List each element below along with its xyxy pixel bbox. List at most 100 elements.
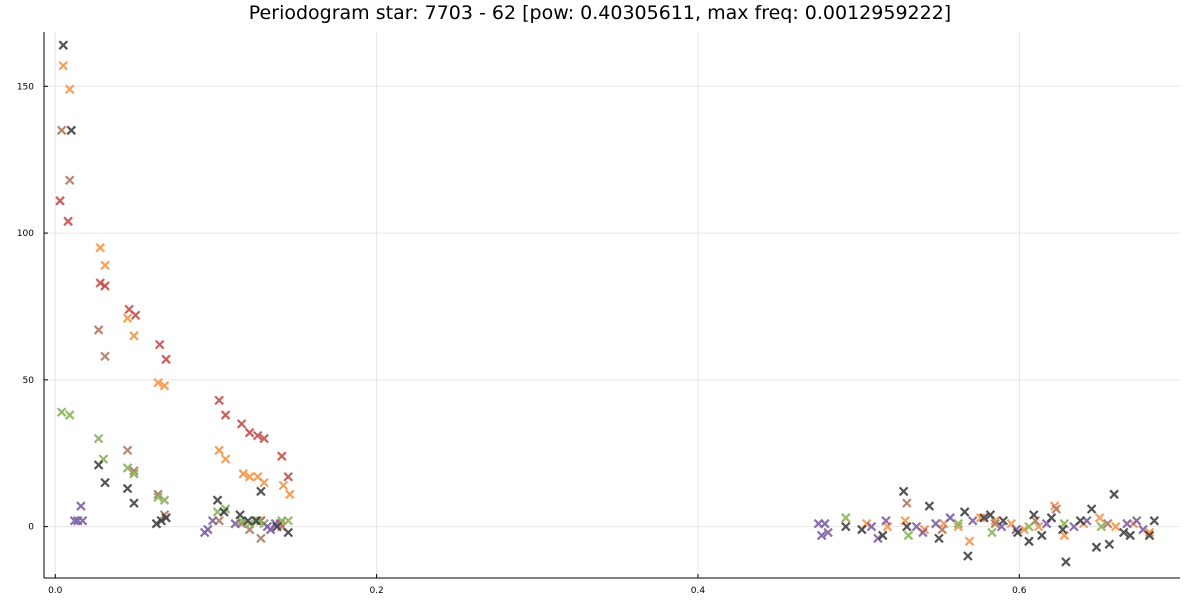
data-point	[1122, 518, 1132, 529]
data-point	[100, 281, 110, 291]
data-point	[963, 551, 973, 561]
data-point	[898, 486, 909, 497]
data-point	[1012, 527, 1023, 538]
y-tick-label: 50	[23, 376, 35, 386]
data-point	[985, 510, 996, 520]
data-point	[873, 533, 883, 544]
data-point	[823, 527, 833, 538]
data-point	[1029, 510, 1039, 520]
data-point	[975, 513, 986, 523]
data-point	[1046, 513, 1057, 523]
data-point	[259, 477, 269, 488]
data-point	[220, 454, 231, 464]
data-point	[990, 518, 1000, 529]
data-point	[816, 530, 827, 541]
data-point	[77, 515, 88, 526]
y-tick-label: 0	[28, 523, 34, 533]
data-point	[841, 521, 851, 532]
data-point	[1024, 536, 1034, 547]
data-point	[259, 433, 269, 444]
data-point	[877, 530, 888, 541]
data-point	[153, 492, 163, 503]
data-point	[1096, 521, 1107, 532]
series-0	[55, 196, 294, 529]
data-point	[964, 536, 975, 547]
data-point	[918, 527, 928, 538]
series-1	[58, 60, 1155, 547]
data-point	[235, 510, 245, 520]
data-point	[214, 395, 224, 406]
data-point	[1110, 521, 1121, 532]
x-tick-label: 0.6	[1012, 586, 1027, 596]
data-point	[251, 515, 261, 526]
data-point	[902, 521, 912, 532]
data-point	[76, 501, 86, 511]
data-point	[283, 527, 294, 538]
data-point	[154, 339, 165, 350]
data-point	[967, 515, 978, 526]
data-point	[1109, 489, 1119, 500]
data-point	[930, 518, 941, 529]
data-point	[64, 84, 75, 95]
data-point	[1118, 527, 1129, 538]
data-point	[153, 378, 163, 388]
data-point	[95, 242, 106, 253]
series-2	[56, 125, 1113, 544]
data-point	[207, 515, 218, 526]
data-point	[881, 515, 891, 526]
data-point	[100, 351, 110, 362]
data-point	[1019, 524, 1029, 535]
data-point	[924, 501, 935, 511]
data-point	[277, 451, 287, 461]
data-point	[220, 410, 231, 420]
data-point	[93, 433, 104, 444]
data-point	[1037, 530, 1047, 541]
x-tick-label: 0.2	[369, 586, 383, 596]
data-point	[1104, 539, 1115, 550]
data-point	[100, 260, 110, 271]
data-point	[252, 430, 263, 441]
data-point	[1094, 513, 1105, 523]
data-point	[285, 489, 295, 500]
data-point	[130, 310, 141, 321]
data-point	[987, 527, 997, 538]
data-point	[58, 60, 69, 71]
data-point	[902, 498, 912, 508]
x-tick-label: 0.4	[691, 586, 706, 596]
data-point	[283, 471, 294, 482]
data-point	[100, 477, 110, 488]
data-point	[95, 278, 106, 288]
data-point	[66, 125, 77, 136]
data-point	[129, 498, 139, 508]
data-point	[272, 521, 282, 532]
data-point	[238, 469, 249, 479]
series-4	[69, 501, 1148, 544]
data-point	[252, 515, 263, 526]
data-point	[244, 471, 255, 482]
data-point	[122, 445, 133, 456]
data-point	[151, 518, 162, 529]
data-point	[256, 486, 266, 497]
data-point	[278, 480, 289, 491]
axis-layer: 0.0 0.2 0.4 0.6 0 50 100 150	[17, 32, 1180, 596]
data-point	[820, 518, 830, 529]
data-point	[63, 216, 73, 227]
data-point	[1091, 542, 1102, 552]
data-point	[979, 513, 989, 523]
data-point	[1102, 518, 1113, 529]
data-point	[243, 515, 253, 526]
data-point	[953, 518, 964, 529]
data-point	[212, 495, 223, 505]
data-point	[1033, 521, 1044, 532]
data-point	[203, 524, 213, 535]
data-point	[64, 175, 75, 186]
series-5	[58, 40, 1160, 567]
data-point	[934, 533, 944, 544]
data-point	[161, 513, 171, 523]
data-point	[122, 313, 133, 323]
data-point	[1057, 524, 1068, 535]
data-point	[236, 419, 247, 429]
chart-title: Periodogram star: 7703 - 62 [pow: 0.4030…	[248, 2, 952, 24]
data-point	[1086, 504, 1097, 514]
